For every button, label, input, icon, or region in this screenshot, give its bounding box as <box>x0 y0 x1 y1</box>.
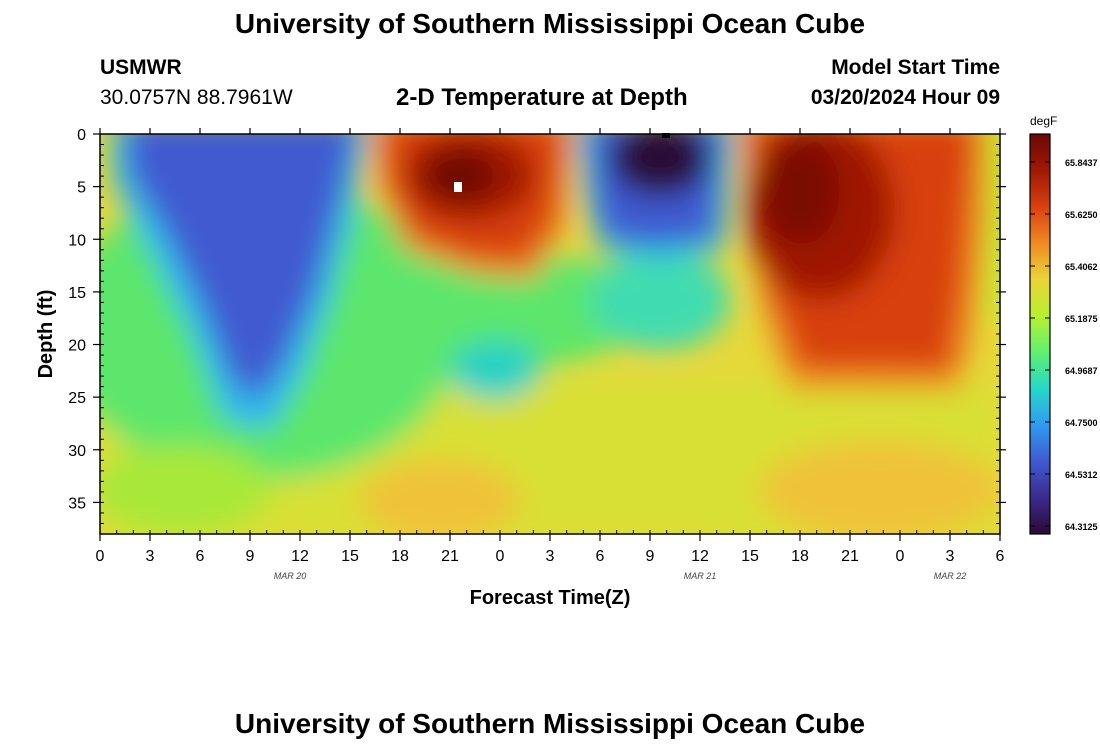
x-tick-label: 6 <box>596 548 605 565</box>
min-marker <box>662 133 670 138</box>
x-tick-label: 3 <box>946 548 955 565</box>
y-tick-label: 5 <box>77 180 86 197</box>
x-tick-label: 3 <box>146 548 155 565</box>
x-tick-label: 18 <box>391 548 409 565</box>
y-tick-label: 15 <box>68 285 86 302</box>
x-tick-label: 15 <box>341 548 359 565</box>
max-marker <box>454 182 462 192</box>
plot-title: 2-D Temperature at Depth <box>396 84 688 111</box>
model-start-label: Model Start Time <box>831 56 1000 79</box>
x-tick-label: 3 <box>546 548 555 565</box>
station-name: USMWR <box>100 56 182 79</box>
x-tick-label: 0 <box>896 548 905 565</box>
footer-title: University of Southern Mississippi Ocean… <box>234 708 866 739</box>
y-tick-label: 30 <box>68 443 86 460</box>
x-axis: 0 3 6 9 12 15 18 21 0 3 6 9 12 15 18 21 0 3 6 MAR 20 MAR 21 M… <box>96 128 1005 581</box>
colorbar-tick-label: 64.3125 <box>1065 522 1098 532</box>
x-tick-label: 12 <box>691 548 709 565</box>
x-date-label: MAR 20 <box>274 571 307 581</box>
x-tick-label: 9 <box>646 548 655 565</box>
x-date-label: MAR 21 <box>684 571 717 581</box>
colorbar-frame <box>1029 133 1051 535</box>
x-tick-label: 6 <box>996 548 1005 565</box>
x-tick-label: 12 <box>291 548 309 565</box>
heatmap-field <box>100 134 1000 534</box>
x-tick-label: 6 <box>196 548 205 565</box>
colorbar-tick-label: 64.7500 <box>1065 418 1098 428</box>
y-axis-label: Depth (ft) <box>35 290 57 379</box>
colorbar-tick-label: 65.8437 <box>1065 158 1098 168</box>
colorbar-unit: degF <box>1030 114 1057 128</box>
model-start-value: 03/20/2024 Hour 09 <box>810 86 1000 109</box>
x-tick-label: 9 <box>246 548 255 565</box>
colorbar-tick-label: 64.9687 <box>1065 366 1098 376</box>
x-tick-label: 21 <box>441 548 459 565</box>
colorbar-tick-label: 65.4062 <box>1065 262 1098 272</box>
y-tick-label: 20 <box>68 338 86 355</box>
y-tick-label: 0 <box>77 127 86 144</box>
y-tick-label: 35 <box>68 495 86 512</box>
colorbar-tick-label: 64.5312 <box>1065 470 1098 480</box>
y-tick-label: 10 <box>68 232 86 249</box>
x-tick-label: 0 <box>96 548 105 565</box>
x-tick-label: 15 <box>741 548 759 565</box>
colorbar: degF 65.8437 65.6250 65.4062 65.1875 64.9687… <box>1029 114 1098 535</box>
colorbar-tick-label: 65.1875 <box>1065 314 1098 324</box>
colorbar-gradient <box>1030 134 1050 534</box>
y-axis: 0 5 10 15 20 25 30 35 <box>68 127 1006 535</box>
colorbar-tick-label: 65.6250 <box>1065 210 1098 220</box>
heatmap-area <box>100 134 1000 534</box>
x-tick-label: 0 <box>496 548 505 565</box>
station-location: 30.0757N 88.7961W <box>100 86 293 109</box>
x-date-label: MAR 22 <box>934 571 967 581</box>
y-tick-label: 25 <box>68 390 86 407</box>
x-tick-label: 21 <box>841 548 859 565</box>
x-axis-label: Forecast Time(Z) <box>470 587 631 609</box>
page-title: University of Southern Mississippi Ocean… <box>234 8 866 39</box>
x-tick-label: 18 <box>791 548 809 565</box>
